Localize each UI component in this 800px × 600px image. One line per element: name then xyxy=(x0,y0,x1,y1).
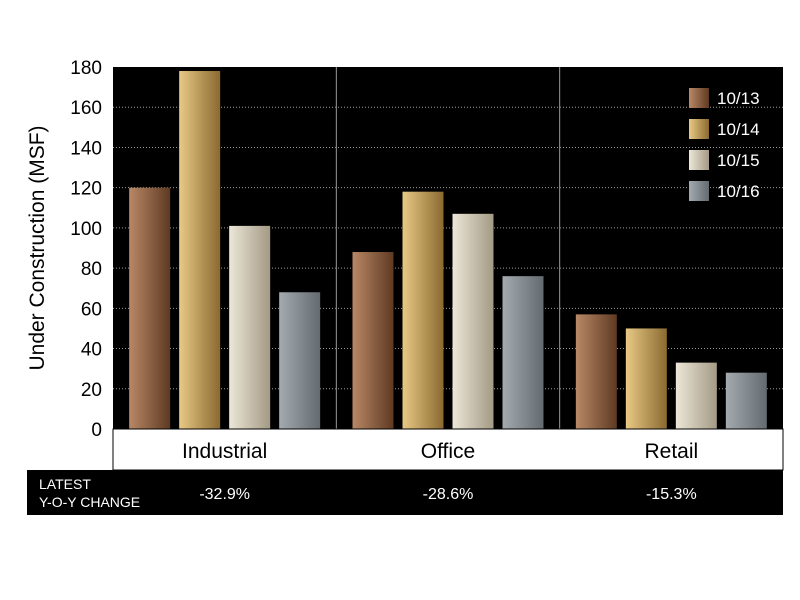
legend-label: 10/16 xyxy=(717,182,760,201)
category-label: Retail xyxy=(644,440,698,463)
y-tick-label: 20 xyxy=(81,380,102,401)
y-tick-label: 180 xyxy=(70,58,102,79)
plot-background xyxy=(113,67,783,429)
yoy-value: -15.3% xyxy=(646,486,697,503)
yoy-label-line2: Y-O-Y CHANGE xyxy=(39,494,140,510)
y-tick-label: 80 xyxy=(81,259,102,280)
yoy-value: -28.6% xyxy=(423,486,474,503)
bar xyxy=(129,187,171,429)
legend-swatch xyxy=(689,150,709,170)
y-tick-label: 140 xyxy=(70,138,102,159)
legend-swatch xyxy=(689,88,709,108)
y-tick-label: 60 xyxy=(81,299,102,320)
bar xyxy=(352,252,394,429)
legend-swatch xyxy=(689,181,709,201)
category-label: Office xyxy=(421,440,475,463)
bar xyxy=(279,292,321,429)
bars xyxy=(129,71,767,430)
bar xyxy=(229,225,271,429)
category-label: Industrial xyxy=(182,440,267,463)
y-tick-labels: 0 20 40 60 80 100 120 140 160 180 xyxy=(70,58,102,441)
bar xyxy=(452,213,494,429)
bar xyxy=(575,314,617,429)
bar xyxy=(502,276,544,429)
legend-label: 10/13 xyxy=(717,89,760,108)
yoy-values: -32.9% -28.6% -15.3% xyxy=(199,486,696,503)
legend-swatch xyxy=(689,119,709,139)
y-tick-label: 100 xyxy=(70,219,102,240)
bar xyxy=(675,362,717,429)
legend-label: 10/14 xyxy=(717,120,760,139)
y-tick-label: 160 xyxy=(70,98,102,119)
yoy-label-line1: LATEST xyxy=(39,476,91,492)
bar xyxy=(402,191,444,429)
legend: 10/13 10/14 10/15 10/16 xyxy=(689,88,760,201)
category-labels: Industrial Office Retail xyxy=(182,440,698,463)
yoy-band xyxy=(27,470,783,515)
yoy-value: -32.9% xyxy=(199,486,250,503)
legend-label: 10/15 xyxy=(717,151,760,170)
grid-lines xyxy=(113,67,783,429)
bar xyxy=(625,328,667,429)
y-tick-label: 40 xyxy=(81,340,102,361)
bar xyxy=(179,71,221,430)
y-tick-label: 120 xyxy=(70,179,102,200)
bar xyxy=(725,372,767,429)
y-axis-label: Under Construction (MSF) xyxy=(26,125,49,370)
y-tick-label: 0 xyxy=(91,420,102,441)
